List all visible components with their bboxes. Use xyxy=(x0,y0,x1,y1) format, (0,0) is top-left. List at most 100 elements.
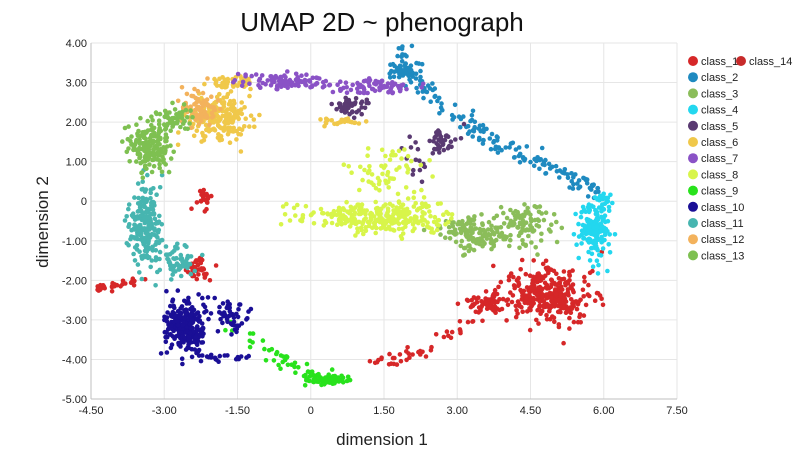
data-point xyxy=(387,75,393,80)
data-point xyxy=(144,144,150,149)
data-point xyxy=(165,252,171,257)
data-point xyxy=(537,299,543,305)
data-point xyxy=(213,81,218,87)
data-point xyxy=(248,86,253,92)
legend-item-label: class_2 xyxy=(701,72,738,84)
data-point xyxy=(235,71,241,77)
data-point xyxy=(156,240,162,246)
data-point xyxy=(480,221,485,226)
data-point xyxy=(149,152,155,157)
data-point xyxy=(584,216,590,222)
data-point xyxy=(301,373,307,379)
data-point xyxy=(460,218,465,224)
legend-marker xyxy=(688,250,698,261)
data-point xyxy=(404,164,410,169)
data-point xyxy=(571,174,576,180)
data-point xyxy=(430,174,435,179)
data-point xyxy=(481,137,486,143)
data-point xyxy=(596,262,601,268)
data-point xyxy=(287,218,293,223)
data-point xyxy=(536,224,542,229)
data-point xyxy=(134,159,139,164)
data-point xyxy=(159,222,165,227)
data-point xyxy=(198,327,204,332)
data-point xyxy=(508,271,514,276)
data-point xyxy=(551,315,557,321)
data-point xyxy=(159,172,165,178)
data-point xyxy=(417,78,423,83)
data-point xyxy=(581,294,586,299)
y-tick-label: -5.00 xyxy=(62,394,87,406)
data-point xyxy=(293,82,298,88)
data-point xyxy=(421,195,427,200)
data-point xyxy=(559,225,565,231)
data-point xyxy=(148,264,153,270)
legend-item-label: class_4 xyxy=(701,105,738,117)
data-point xyxy=(148,137,153,143)
x-tick-label: 1.50 xyxy=(373,405,394,417)
data-point xyxy=(217,304,222,310)
data-point xyxy=(344,90,350,95)
data-point xyxy=(493,144,499,150)
data-point xyxy=(187,330,193,336)
legend-marker xyxy=(688,218,698,228)
x-tick-label: -1.50 xyxy=(225,405,250,417)
data-point xyxy=(307,373,313,379)
data-point xyxy=(387,201,393,207)
data-point xyxy=(488,146,494,152)
data-point xyxy=(307,79,313,84)
data-point xyxy=(138,231,144,236)
data-point xyxy=(421,227,427,233)
data-point xyxy=(498,204,504,210)
data-point xyxy=(419,187,424,193)
data-point xyxy=(296,78,301,84)
data-point xyxy=(194,200,200,205)
data-point xyxy=(391,211,396,217)
data-point xyxy=(399,214,405,219)
data-point xyxy=(485,304,491,309)
data-point xyxy=(162,329,168,335)
data-point xyxy=(211,120,217,125)
data-point xyxy=(170,267,176,273)
data-point xyxy=(95,287,101,293)
data-point xyxy=(528,307,533,313)
data-point xyxy=(407,134,413,139)
data-point xyxy=(257,76,263,82)
data-point xyxy=(148,223,153,228)
data-point xyxy=(605,268,610,274)
data-point xyxy=(606,242,611,247)
data-point xyxy=(180,361,185,367)
data-point xyxy=(545,302,551,308)
data-point xyxy=(158,351,164,356)
data-point xyxy=(191,133,197,139)
data-point xyxy=(126,242,131,248)
data-point xyxy=(166,169,172,175)
data-point xyxy=(435,132,440,137)
data-point xyxy=(544,316,550,322)
data-point xyxy=(336,218,342,223)
data-point xyxy=(209,110,215,116)
data-point xyxy=(528,223,533,228)
data-point xyxy=(336,377,342,383)
data-point xyxy=(329,101,335,107)
data-point xyxy=(550,299,556,305)
data-point xyxy=(230,107,235,113)
data-point xyxy=(144,231,150,237)
data-point xyxy=(571,232,577,237)
legend-item-label: class_12 xyxy=(701,234,744,246)
data-point xyxy=(179,85,185,90)
data-point xyxy=(176,314,182,320)
data-point xyxy=(129,134,134,139)
x-tick-label: -3.00 xyxy=(152,405,177,417)
data-point xyxy=(140,175,146,180)
data-point xyxy=(576,178,582,183)
data-point xyxy=(551,212,557,217)
data-point xyxy=(209,193,214,199)
data-point xyxy=(188,108,193,113)
data-point xyxy=(457,319,463,324)
data-point xyxy=(434,227,440,233)
data-point xyxy=(399,54,404,59)
data-point xyxy=(338,79,343,84)
legend-item-label: class_13 xyxy=(701,250,744,262)
